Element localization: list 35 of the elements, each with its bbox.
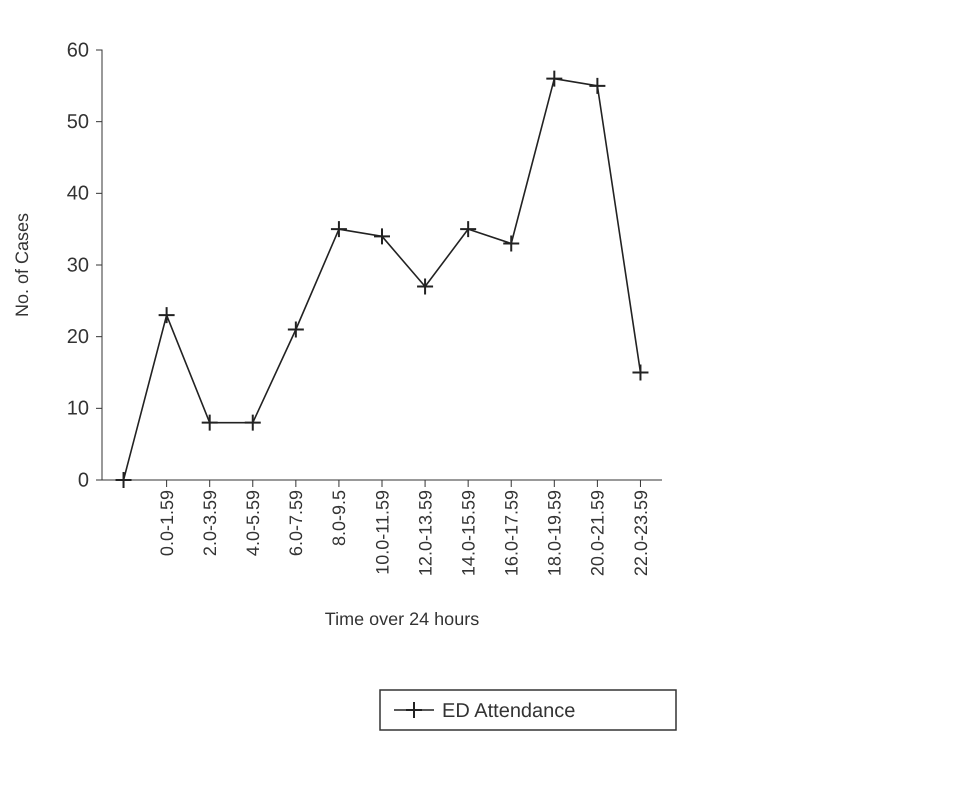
x-tick-label: 10.0-11.59 — [372, 490, 392, 575]
y-axis-title: No. of Cases — [12, 212, 32, 318]
x-axis-title: Time over 24 hours — [324, 609, 480, 629]
point — [330, 220, 348, 238]
point — [545, 70, 564, 88]
x-tick-label: 12.0-13.59 — [415, 490, 436, 576]
point — [158, 306, 176, 324]
x-tick-label: 2.0-3.59 — [200, 490, 220, 556]
y-tick-label: 20 — [66, 326, 89, 348]
point — [416, 278, 434, 296]
x-tick-label: 16.0-17.59 — [502, 490, 522, 576]
y-tick-label: 30 — [66, 254, 89, 276]
point — [286, 320, 305, 338]
point — [244, 414, 262, 432]
point — [114, 471, 133, 489]
legend-label: ED Attendance — [442, 700, 576, 722]
point — [200, 414, 219, 432]
y-tick-label: 40 — [66, 182, 89, 205]
y-tick-label: 0 — [78, 469, 89, 492]
point — [502, 234, 520, 252]
x-tick-label: 0.0-1.59 — [156, 490, 177, 556]
x-tick-label: 8.0-9.5 — [329, 490, 350, 546]
x-tick-label: 22.0-23.59 — [630, 490, 651, 576]
y-tick-label: 10 — [66, 398, 89, 420]
point — [459, 220, 478, 238]
x-tick-label: 18.0-19.59 — [544, 490, 565, 576]
point — [631, 364, 650, 382]
point — [373, 227, 391, 246]
point — [588, 76, 606, 95]
x-tick-label: 6.0-7.59 — [286, 490, 306, 556]
x-tick-label: 14.0-15.59 — [458, 490, 478, 576]
x-tick-label: 4.0-5.59 — [243, 490, 264, 556]
x-tick-label: 20.0-21.59 — [588, 490, 608, 576]
y-tick-label: 60 — [66, 39, 89, 62]
y-tick-label: 50 — [66, 111, 89, 134]
